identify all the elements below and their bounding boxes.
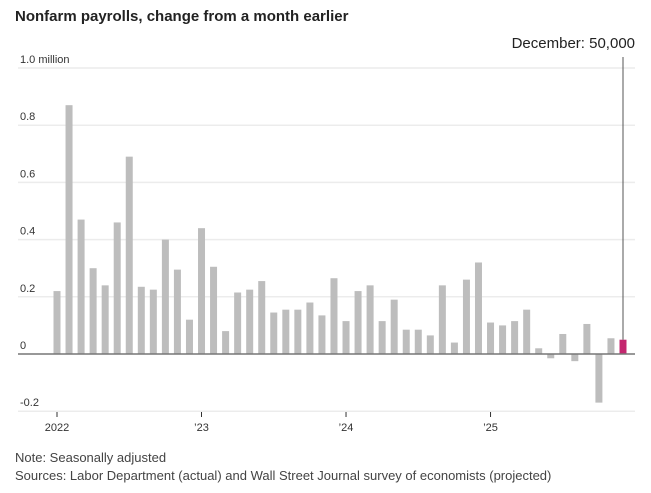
bar	[414, 329, 422, 354]
bar	[487, 322, 495, 354]
note-text: Note: Seasonally adjusted	[15, 450, 167, 465]
y-tick-label: -0.2	[20, 397, 39, 409]
bar	[330, 278, 338, 354]
bar	[77, 219, 85, 354]
bar	[53, 291, 61, 354]
bar	[354, 291, 362, 354]
bar	[198, 228, 206, 354]
bar	[474, 262, 482, 354]
bar	[89, 268, 97, 354]
bar	[342, 321, 350, 354]
bar	[523, 309, 531, 354]
bar	[258, 281, 266, 354]
x-tick-label: ’24	[339, 422, 354, 434]
y-tick-label: 0.6	[20, 168, 35, 180]
bar	[426, 335, 434, 354]
bar	[607, 338, 615, 354]
bar	[438, 285, 446, 354]
bar	[583, 323, 591, 354]
bar	[619, 339, 627, 354]
bar	[137, 286, 145, 354]
bar	[390, 299, 398, 354]
bar	[366, 285, 374, 354]
y-tick-label: 1.0 million	[20, 54, 70, 66]
bar	[234, 292, 242, 354]
bar	[306, 302, 314, 354]
bar	[559, 333, 567, 354]
x-tick-label: 2022	[45, 422, 69, 434]
bar	[125, 156, 133, 354]
annotation-label: December: 50,000	[512, 35, 635, 52]
chart-notes: Note: Seasonally adjusted Sources: Labor…	[15, 449, 551, 485]
bar	[511, 321, 519, 354]
bar	[185, 319, 193, 354]
bar	[450, 342, 458, 354]
bar	[462, 279, 470, 354]
bar	[402, 329, 410, 354]
bar	[270, 312, 278, 354]
bar	[547, 354, 555, 359]
bar	[294, 309, 302, 354]
bar	[318, 315, 326, 354]
bar	[246, 289, 254, 354]
bar	[65, 105, 73, 355]
y-tick-label: 0.8	[20, 111, 35, 123]
bar	[595, 354, 603, 403]
y-tick-label: 0.4	[20, 226, 35, 238]
bar	[378, 321, 386, 354]
bar	[571, 354, 579, 362]
y-tick-label: 0	[20, 340, 26, 352]
x-tick-label: ’23	[194, 422, 209, 434]
bar	[222, 331, 230, 354]
bar	[149, 289, 157, 354]
bar	[113, 222, 121, 354]
sources-text: Sources: Labor Department (actual) and W…	[15, 468, 552, 483]
chart-title: Nonfarm payrolls, change from a month ea…	[15, 8, 349, 25]
bar	[282, 309, 290, 354]
bar	[173, 269, 181, 354]
bar	[499, 325, 507, 354]
bar-chart: 1.0 million 0.8 0.6 0.4 0.2 0 -0.2 2022 ’23 ’24 ’2…	[18, 35, 635, 434]
bar	[210, 266, 218, 354]
bar	[161, 239, 169, 354]
bar	[101, 285, 109, 354]
bar	[535, 348, 543, 354]
y-tick-label: 0.2	[20, 283, 35, 295]
x-tick-label: ’25	[483, 422, 498, 434]
